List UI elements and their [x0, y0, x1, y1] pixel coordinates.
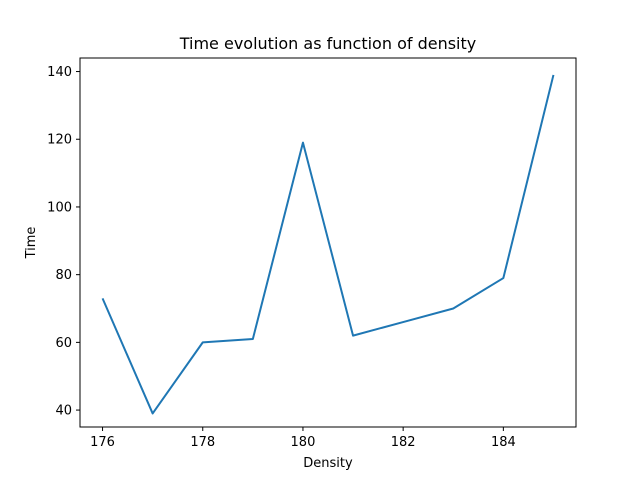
y-tick-label: 100: [47, 200, 72, 215]
y-tick-label: 140: [47, 65, 72, 80]
chart-title: Time evolution as function of density: [179, 34, 477, 53]
x-tick-label: 182: [391, 435, 416, 450]
x-tick-label: 176: [90, 435, 115, 450]
y-tick-label: 40: [55, 404, 72, 419]
x-tick-label: 178: [190, 435, 215, 450]
x-tick-label: 180: [291, 435, 316, 450]
y-tick-label: 80: [55, 268, 72, 283]
x-axis-label: Density: [303, 456, 353, 471]
x-tick-label: 184: [491, 435, 516, 450]
y-tick-label: 60: [55, 336, 72, 351]
y-axis-label: Time: [24, 227, 39, 260]
y-tick-label: 120: [47, 133, 72, 148]
